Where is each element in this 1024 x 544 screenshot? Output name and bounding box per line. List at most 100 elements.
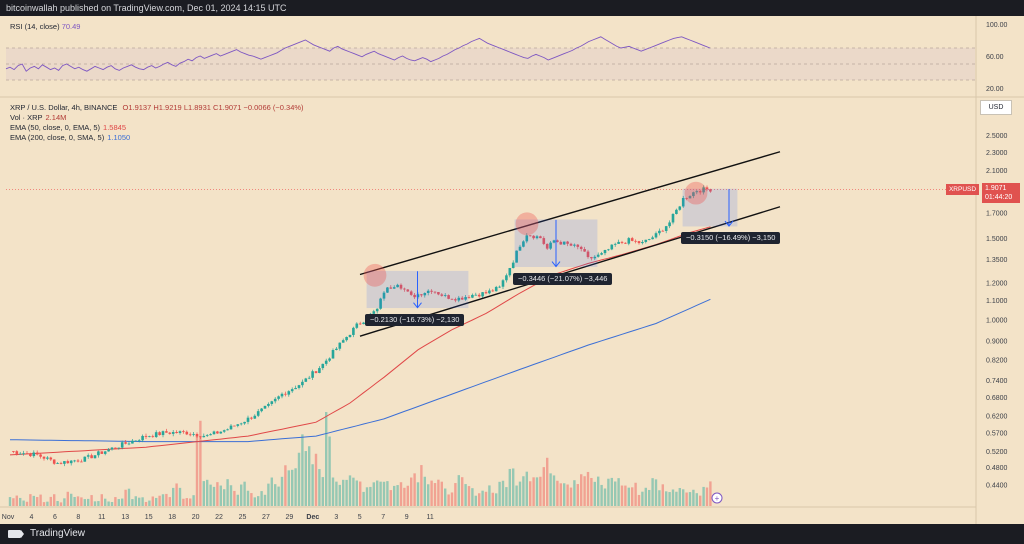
candle-body — [620, 241, 624, 243]
volume-bar — [165, 493, 168, 506]
volume-bar — [202, 481, 205, 506]
volume-bar — [413, 473, 416, 506]
add-indicator-icon — [711, 492, 723, 504]
volume-bar — [512, 468, 515, 506]
price-tick-label: 0.4800 — [986, 465, 1008, 472]
measure-label-3[interactable]: −0.3150 (−16.49%) −3,150 — [681, 232, 781, 245]
volume-bar — [53, 494, 56, 506]
volume-bar — [406, 485, 409, 506]
candle-body — [647, 239, 651, 240]
candle-body — [314, 371, 318, 373]
volume-bar — [29, 494, 32, 506]
candle-body — [90, 455, 93, 459]
candle-body — [668, 222, 671, 227]
ohlc-close: C1.9071 — [213, 103, 242, 112]
candle-body — [239, 423, 243, 425]
volume-bar — [467, 486, 471, 506]
rsi-tick-label: 60.00 — [986, 54, 1004, 61]
candle-body — [107, 449, 110, 452]
price-tick-label: 0.7400 — [986, 378, 1008, 385]
candle-body — [318, 368, 321, 373]
candle-body — [375, 308, 379, 312]
candle-body — [709, 189, 712, 192]
candle-body — [80, 461, 83, 463]
volume-bar — [182, 498, 185, 506]
volume-bar — [274, 484, 277, 506]
measure-label-1[interactable]: −0.2130 (−16.73%) −2,130 — [365, 313, 465, 326]
candle-body — [641, 241, 644, 244]
candle-body — [362, 322, 365, 325]
candle-body — [73, 460, 76, 462]
time-tick-label: 11 — [98, 514, 105, 521]
candle-body — [379, 298, 382, 309]
publisher-bar: bitcoinwallah published on TradingView.c… — [0, 0, 1024, 16]
volume-bar — [671, 489, 675, 506]
candle-body — [236, 424, 240, 426]
footer-brand[interactable]: TradingView — [30, 528, 86, 539]
time-tick-label: 3 — [334, 514, 338, 521]
volume-bar — [464, 484, 467, 506]
volume-bar — [654, 479, 658, 506]
ema50-legend[interactable]: EMA (50, close, 0, EMA, 5) 1.5845 — [10, 123, 126, 132]
rsi-band — [6, 48, 975, 80]
volume-bar — [243, 481, 246, 506]
volume-bar — [15, 495, 18, 506]
candle-body — [426, 290, 430, 293]
volume-bar — [682, 489, 685, 506]
volume-bar — [403, 487, 406, 506]
volume-bar — [450, 492, 454, 506]
ema200-legend[interactable]: EMA (200, close, 0, SMA, 5) 1.1050 — [10, 133, 130, 142]
volume-bar — [19, 497, 22, 506]
candle-body — [454, 299, 457, 301]
candle-body — [399, 284, 403, 289]
volume-legend[interactable]: Vol · XRP 2.14M — [10, 113, 66, 122]
candle-body — [280, 393, 284, 397]
volume-bar — [617, 478, 620, 506]
symbol-legend[interactable]: XRP / U.S. Dollar, 4h, BINANCE O1.9137 H… — [10, 103, 304, 112]
volume-bar — [59, 502, 63, 506]
candle-body — [263, 405, 267, 409]
price-tick-label: 0.4400 — [986, 483, 1008, 490]
time-tick-label: 29 — [286, 514, 294, 521]
candle-body — [576, 244, 580, 247]
candle-body — [464, 297, 467, 300]
volume-bar — [155, 497, 158, 506]
volume-bar — [675, 491, 678, 506]
candle-body — [535, 236, 539, 239]
volume-bar — [644, 487, 647, 506]
volume-bar — [318, 469, 321, 506]
volume-bar — [641, 491, 644, 506]
volume-bar — [117, 499, 120, 506]
volume-bar — [63, 498, 66, 506]
candle-body — [226, 429, 229, 431]
time-tick-label: 11 — [426, 514, 433, 521]
volume-bar — [199, 420, 202, 506]
candle-body — [18, 453, 22, 455]
measure-label-2[interactable]: −0.3446 (−21.07%) −3,446 — [513, 272, 613, 285]
volume-bar — [410, 477, 413, 506]
candle-body — [52, 459, 56, 464]
volume-bar — [12, 498, 15, 506]
price-tick-label: 0.8200 — [986, 357, 1008, 364]
candle-body — [481, 292, 484, 297]
volume-bar — [376, 480, 379, 506]
candle-body — [437, 292, 440, 295]
volume-label: Vol · XRP — [10, 113, 43, 122]
volume-bar — [372, 482, 375, 506]
candle-body — [566, 241, 569, 244]
candle-body — [158, 432, 161, 436]
currency-button[interactable]: USD — [980, 100, 1012, 115]
price-chart[interactable]: 100.00 60.00 20.00 0.4400 0.4800 0.5200 0.5700… — [0, 16, 1024, 524]
candle-body — [32, 452, 36, 457]
candle-body — [494, 286, 498, 292]
candle-body — [233, 425, 236, 427]
candle-body — [559, 241, 563, 245]
volume-bar — [39, 494, 42, 506]
volume-bar — [107, 501, 110, 506]
volume-bar — [488, 485, 491, 506]
volume-bar — [168, 497, 171, 506]
volume-bar — [328, 436, 331, 506]
candle-body — [406, 289, 410, 292]
candle-body — [474, 294, 478, 296]
volume-bar — [709, 481, 712, 506]
